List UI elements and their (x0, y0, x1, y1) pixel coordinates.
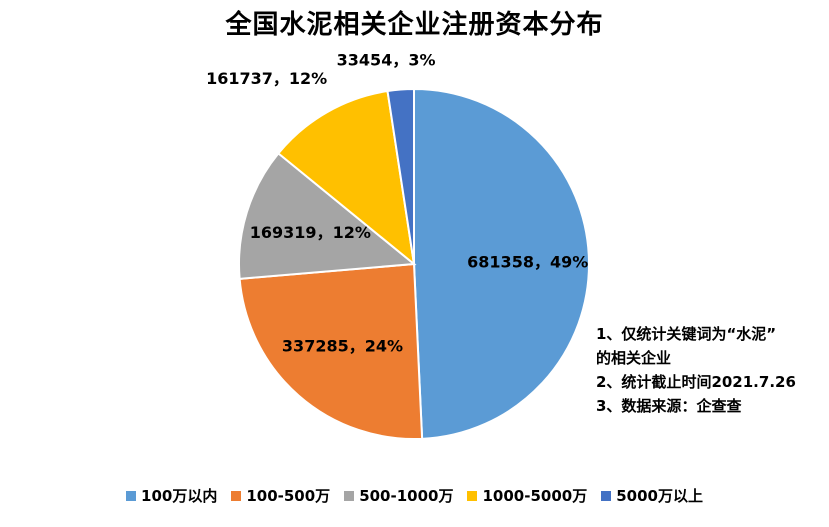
legend-item: 1000-5000万 (467, 485, 587, 506)
legend-swatch (344, 490, 355, 501)
slice-data-label: 169319，12% (250, 223, 371, 242)
legend-swatch (601, 490, 612, 501)
legend-item: 100-500万 (231, 485, 330, 506)
note-line-2: 的相关企业 (596, 349, 672, 367)
chart-legend: 100万以内 100-500万 500-1000万 1000-5000万 500… (0, 485, 829, 506)
pie-slice (386, 87, 415, 265)
pie-slice (238, 151, 417, 280)
legend-label: 5000万以上 (616, 487, 703, 505)
chart-title: 全国水泥相关企业注册资本分布 (225, 10, 604, 40)
legend-item: 100万以内 (126, 485, 217, 506)
legend-swatch (126, 490, 137, 501)
legend-label: 100万以内 (141, 487, 218, 505)
pie-slice (413, 87, 590, 440)
legend-item: 500-1000万 (344, 485, 453, 506)
pie-slice (238, 262, 424, 440)
note-line-1: 1、仅统计关键词为“水泥” (596, 325, 777, 343)
legend-label: 500-1000万 (359, 487, 454, 505)
slice-data-label: 337285，24% (282, 337, 403, 356)
legend-label: 100-500万 (246, 487, 331, 505)
slice-data-label: 681358，49% (467, 252, 588, 271)
note-line-3: 2、统计截止时间2021.7.26 (596, 373, 796, 391)
legend-swatch (231, 490, 242, 501)
chart-notes: 1、仅统计关键词为“水泥” 的相关企业 2、统计截止时间2021.7.26 3、… (596, 322, 826, 418)
slice-data-label: 161737，12% (206, 69, 327, 88)
legend-swatch (467, 490, 478, 501)
note-line-4: 3、数据来源：企查查 (596, 397, 742, 415)
legend-item: 5000万以上 (601, 485, 703, 506)
pie-slice (276, 89, 416, 267)
legend-label: 1000-5000万 (482, 487, 588, 505)
slice-data-label: 33454，3% (337, 51, 436, 70)
